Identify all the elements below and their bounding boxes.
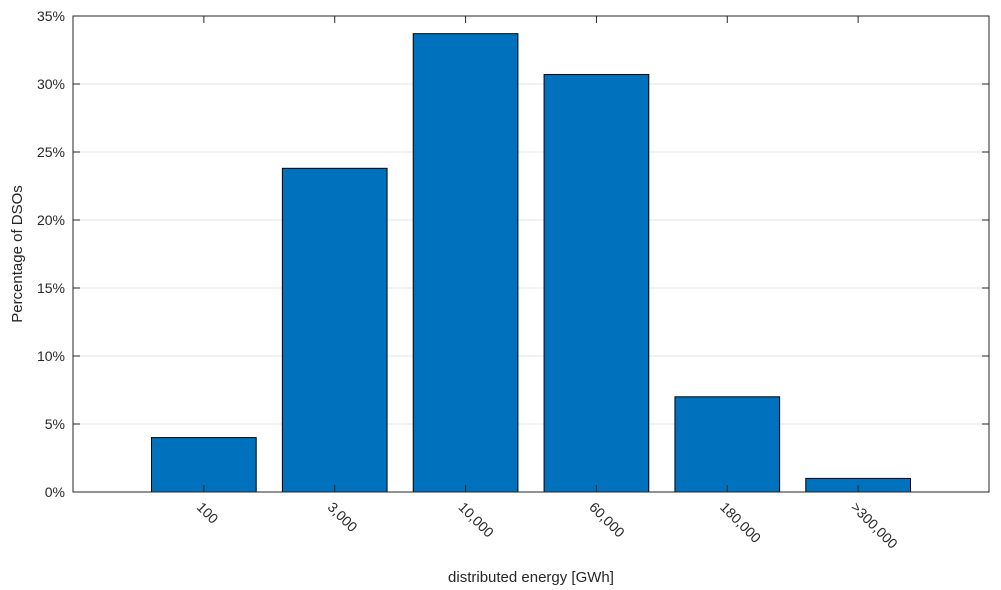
y-tick-labels: 0% 5% 10% 15% 20% 25% 30% 35% [37, 8, 65, 500]
x-tick-label: 10,000 [455, 499, 497, 541]
y-tick-label: 0% [45, 484, 65, 500]
y-tick-label: 10% [37, 348, 65, 364]
bar-2 [412, 33, 519, 493]
y-tick-label: 35% [37, 8, 65, 24]
axes [72, 15, 990, 493]
x-tick-label: >300,000 [848, 499, 901, 552]
bars [151, 33, 911, 493]
y-tick-label: 30% [37, 76, 65, 92]
y-axis-title: Percentage of DSOs [9, 185, 26, 323]
x-tick-label: 3,000 [325, 499, 361, 535]
x-tick-label: 180,000 [717, 499, 764, 546]
x-tick-label: 100 [194, 499, 222, 527]
bar-4 [674, 396, 781, 493]
y-tick-label: 25% [37, 144, 65, 160]
y-grid-lines [73, 83, 989, 425]
y-tick-label: 15% [37, 280, 65, 296]
x-axis-title: distributed energy [GWh] [448, 569, 614, 586]
x-tick-label: 60,000 [586, 499, 628, 541]
plot-frame [72, 15, 990, 493]
y-tick-label: 5% [45, 416, 65, 432]
x-tick-labels: 100 3,000 10,000 60,000 180,000 >300,000 [194, 499, 901, 552]
y-tick-label: 20% [37, 212, 65, 228]
bar-1 [281, 167, 388, 493]
bar-3 [543, 73, 650, 493]
bar-0 [151, 437, 257, 493]
